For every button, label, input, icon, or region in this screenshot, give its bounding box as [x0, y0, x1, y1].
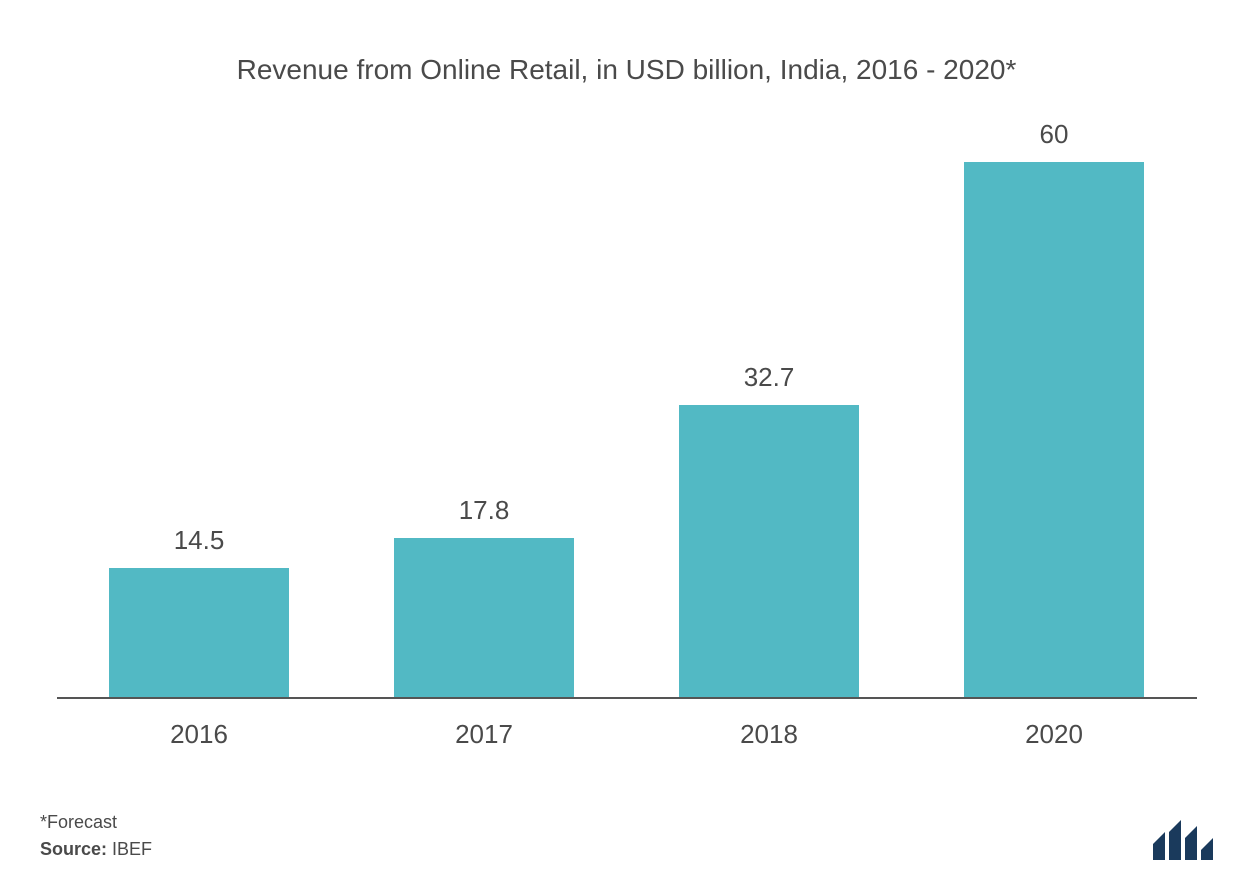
source-line: Source: IBEF	[40, 839, 1213, 860]
chart-footer: *Forecast Source: IBEF	[40, 812, 1213, 860]
bars-group: 14.5 17.8 32.7 60	[57, 119, 1197, 697]
bar-rect	[679, 405, 859, 697]
x-label: 2016	[57, 719, 342, 750]
logo-bars	[1153, 820, 1213, 860]
bar-slot: 17.8	[342, 119, 627, 697]
plot-area: 14.5 17.8 32.7 60	[57, 119, 1197, 699]
x-label: 2018	[627, 719, 912, 750]
bar-value-label: 32.7	[744, 362, 795, 393]
bar-rect	[109, 568, 289, 697]
x-label: 2020	[912, 719, 1197, 750]
bar-value-label: 14.5	[174, 525, 225, 556]
footnote-text: *Forecast	[40, 812, 1213, 833]
source-label: Source:	[40, 839, 107, 859]
brand-logo-icon	[1153, 818, 1213, 860]
chart-title: Revenue from Online Retail, in USD billi…	[177, 50, 1077, 89]
bar-slot: 60	[912, 119, 1197, 697]
x-label: 2017	[342, 719, 627, 750]
bar-rect	[964, 162, 1144, 697]
source-value: IBEF	[112, 839, 152, 859]
chart-container: Revenue from Online Retail, in USD billi…	[0, 0, 1253, 888]
x-axis-labels: 2016 2017 2018 2020	[57, 719, 1197, 750]
bar-slot: 32.7	[627, 119, 912, 697]
bar-rect	[394, 538, 574, 697]
bar-slot: 14.5	[57, 119, 342, 697]
bar-value-label: 60	[1040, 119, 1069, 150]
bar-value-label: 17.8	[459, 495, 510, 526]
